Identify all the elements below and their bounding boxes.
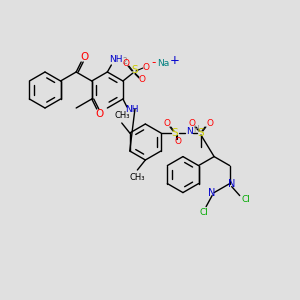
Text: O: O (174, 137, 182, 146)
Text: S: S (198, 128, 204, 138)
Text: +: + (170, 53, 180, 67)
Text: Cl: Cl (241, 195, 250, 204)
Text: N: N (208, 188, 216, 198)
Text: N: N (187, 128, 193, 136)
Text: CH₃: CH₃ (114, 112, 130, 121)
Text: S: S (132, 65, 138, 75)
Text: NH: NH (125, 106, 139, 115)
Text: O: O (122, 58, 129, 68)
Text: O: O (138, 76, 146, 85)
Text: NH: NH (110, 55, 123, 64)
Text: -: - (152, 56, 156, 70)
Text: S: S (172, 128, 178, 138)
Text: Na: Na (157, 58, 169, 68)
Text: O: O (80, 52, 88, 62)
Text: O: O (164, 119, 170, 128)
Text: Cl: Cl (200, 208, 208, 217)
Text: O: O (206, 119, 213, 128)
Text: N: N (228, 178, 236, 189)
Text: H: H (193, 124, 199, 134)
Text: O: O (188, 119, 195, 128)
Text: 2: 2 (123, 56, 128, 65)
Text: O: O (142, 62, 149, 71)
Text: CH₃: CH₃ (130, 172, 145, 182)
Text: O: O (96, 109, 104, 119)
